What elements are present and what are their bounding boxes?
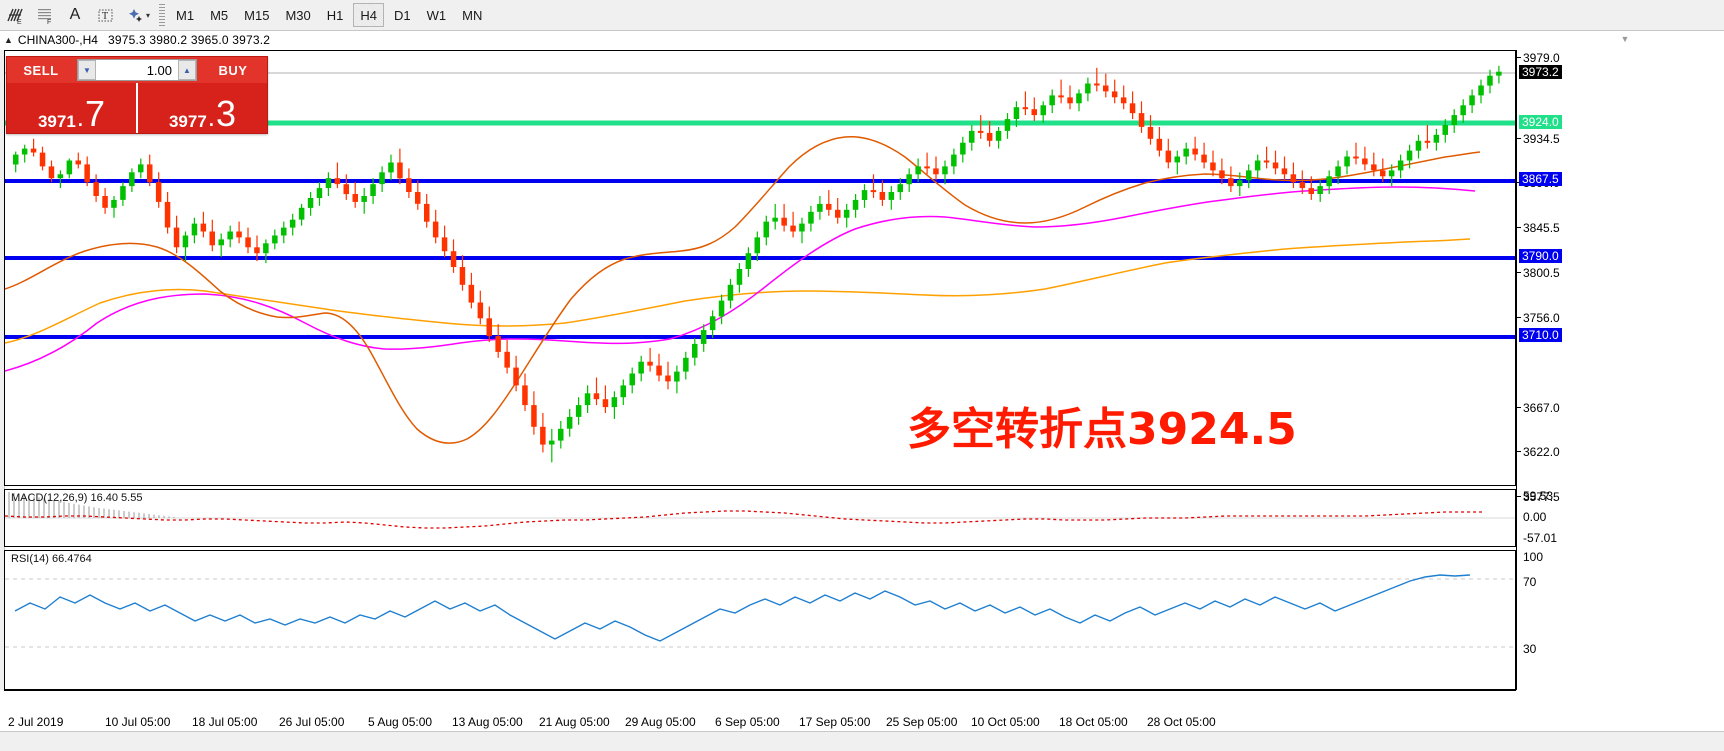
- ask-integer: 3977: [168, 112, 207, 131]
- rsi-label: RSI(14) 66.4764: [11, 553, 92, 565]
- symbol-name: CHINA300-,H4: [17, 32, 98, 47]
- price-chart-svg: [5, 65, 1515, 463]
- timeframe-m1[interactable]: M1: [176, 7, 195, 23]
- rsi-tick-100: 100: [1523, 550, 1544, 564]
- ma-orange-line: [5, 238, 1471, 344]
- timeframe-m30[interactable]: M30: [285, 7, 311, 23]
- timeframe-h1[interactable]: H1: [326, 7, 344, 23]
- symbol-ohlc: 3975.3 3980.2 3965.0 3973.2: [107, 32, 271, 47]
- price-scale[interactable]: 3979.0 3934.5 3890.0 3845.5 3800.5 3756.…: [1516, 50, 1724, 690]
- price-tick-3934: 3934.5: [1517, 133, 1560, 146]
- macd-tick-min: -57.01: [1523, 531, 1558, 545]
- svg-text:T: T: [102, 11, 108, 22]
- price-tick-3667: 3667.0: [1517, 402, 1560, 415]
- buy-button[interactable]: BUY: [218, 62, 248, 78]
- trade-panel-header: SELL ▼ 1.00 ▲ BUY: [7, 57, 267, 83]
- macd-pane[interactable]: MACD(12,26,9) 16.40 5.55: [4, 489, 1516, 547]
- volume-input-group[interactable]: ▼ 1.00 ▲: [77, 59, 197, 81]
- bid-decimal: 7: [85, 93, 106, 135]
- price-tick-3577: 3577.5: [1517, 491, 1560, 504]
- bid-separator: .: [76, 102, 85, 132]
- trade-panel-prices: 3971 . 7 3977 . 3: [7, 83, 267, 133]
- ma-red-line: [5, 135, 1481, 444]
- rsi-tick-70: 70: [1523, 575, 1537, 589]
- time-label-0: 2 Jul 2019: [8, 715, 64, 729]
- time-label-12: 18 Oct 05:00: [1059, 715, 1128, 729]
- rsi-svg: [5, 574, 1515, 648]
- text-tool-icon[interactable]: A: [69, 6, 81, 23]
- time-label-13: 28 Oct 05:00: [1147, 715, 1216, 729]
- price-tick-3756: 3756.0: [1517, 312, 1560, 325]
- bid-integer: 3971: [37, 112, 76, 131]
- ma-magenta-line: [5, 186, 1476, 372]
- macd-label: MACD(12,26,9) 16.40 5.55: [11, 492, 143, 504]
- time-label-2: 18 Jul 05:00: [192, 715, 258, 729]
- timeframe-m15[interactable]: M15: [244, 7, 270, 23]
- time-label-1: 10 Jul 05:00: [105, 715, 171, 729]
- ask-price-cell[interactable]: 3977 . 3: [136, 83, 267, 133]
- indicators-icon[interactable]: E: [0, 1, 30, 29]
- last-price-tag: 3973.2: [1519, 65, 1562, 79]
- ask-separator: .: [207, 102, 216, 132]
- label-tool-icon[interactable]: T: [90, 1, 120, 29]
- price-tick-3800: 3800.5: [1517, 267, 1560, 280]
- price-tick-3845: 3845.5: [1517, 222, 1560, 235]
- chart-annotation-text: 多空转折点3924.5: [907, 404, 1297, 455]
- collapse-icon[interactable]: ▲: [4, 34, 13, 45]
- symbol-info-bar: ▲ CHINA300-,H4 3975.3 3980.2 3965.0 3973…: [0, 31, 1724, 48]
- macd-svg: [5, 492, 1515, 529]
- chart-toolbar: E F A T ▾: [0, 0, 1724, 31]
- ask-decimal: 3: [216, 93, 237, 135]
- sell-button[interactable]: SELL: [23, 62, 59, 78]
- time-label-7: 29 Aug 05:00: [625, 715, 696, 729]
- svg-text:F: F: [47, 19, 51, 25]
- objects-dropdown-caret-icon[interactable]: ▾: [146, 10, 151, 20]
- time-label-10: 25 Sep 05:00: [886, 715, 958, 729]
- blue-level-tag-1: 3867.5: [1519, 172, 1562, 186]
- timeframe-mn[interactable]: MN: [462, 7, 483, 23]
- one-click-trading-panel[interactable]: SELL ▼ 1.00 ▲ BUY 3971 . 7 3977 . 3: [6, 56, 268, 134]
- timeframe-w1[interactable]: W1: [426, 7, 447, 23]
- status-bar: [0, 731, 1724, 751]
- candlestick-series: [13, 65, 1502, 463]
- macd-signal-line: [5, 510, 1485, 529]
- chart-close-icon[interactable]: ▼: [1620, 34, 1630, 44]
- time-label-11: 10 Oct 05:00: [971, 715, 1040, 729]
- green-level-tag: 3924.0: [1519, 115, 1562, 129]
- price-tick-3622: 3622.0: [1517, 446, 1560, 459]
- time-label-9: 17 Sep 05:00: [799, 715, 871, 729]
- rsi-pane[interactable]: RSI(14) 66.4764: [4, 550, 1516, 690]
- price-tick-3979: 3979.0: [1517, 52, 1560, 65]
- grid-icon[interactable]: F: [30, 1, 60, 29]
- rsi-tick-30: 30: [1523, 642, 1537, 656]
- time-label-6: 21 Aug 05:00: [539, 715, 610, 729]
- volume-increase-button[interactable]: ▲: [178, 60, 196, 80]
- macd-tick-zero: 0.00: [1523, 510, 1547, 524]
- rsi-value-line: [14, 574, 1471, 642]
- blue-level-tag-3: 3710.0: [1519, 328, 1562, 342]
- objects-icon[interactable]: [120, 1, 150, 29]
- time-label-8: 6 Sep 05:00: [715, 715, 780, 729]
- blue-level-tag-2: 3790.0: [1519, 249, 1562, 263]
- time-axis[interactable]: 2 Jul 2019 10 Jul 05:00 18 Jul 05:00 26 …: [4, 690, 1516, 730]
- timeframe-h4[interactable]: H4: [353, 3, 384, 27]
- timeframe-m5[interactable]: M5: [210, 7, 229, 23]
- svg-text:E: E: [17, 19, 22, 25]
- time-label-3: 26 Jul 05:00: [279, 715, 345, 729]
- toolbar-grip[interactable]: [158, 3, 167, 27]
- macd-tick-max: 59.53: [1523, 489, 1554, 503]
- timeframe-d1[interactable]: D1: [393, 7, 411, 23]
- time-label-5: 13 Aug 05:00: [452, 715, 523, 729]
- time-label-4: 5 Aug 05:00: [368, 715, 433, 729]
- volume-input[interactable]: 1.00: [146, 62, 172, 78]
- volume-decrease-button[interactable]: ▼: [78, 60, 96, 80]
- bid-price-cell[interactable]: 3971 . 7: [7, 83, 136, 133]
